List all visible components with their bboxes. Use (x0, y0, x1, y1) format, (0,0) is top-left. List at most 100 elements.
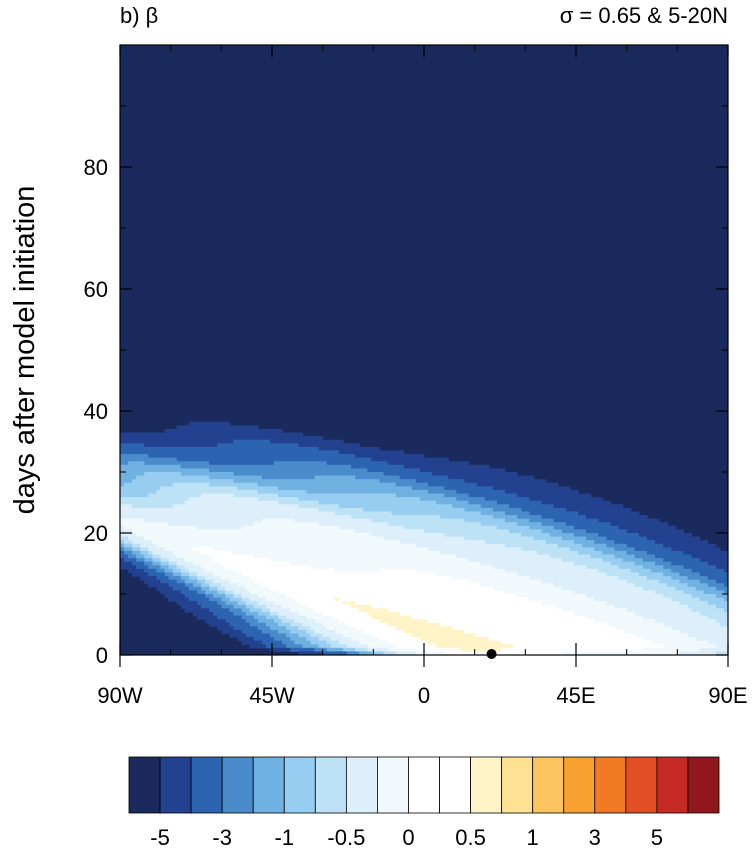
contour-band-cell (610, 561, 636, 566)
contour-band-cell (120, 511, 336, 516)
contour-band-cell (213, 547, 429, 552)
contour-band-cell (197, 579, 206, 584)
contour-band-cell (468, 493, 518, 498)
contour-band-cell (715, 594, 728, 599)
contour-band-cell (233, 611, 247, 617)
contour-band-cell (715, 619, 728, 624)
contour-band-cell (176, 425, 259, 430)
contour-band-cell (269, 626, 287, 631)
contour-band-cell (505, 511, 530, 516)
contour-band-cell (221, 629, 243, 635)
contour-band-cell (578, 511, 640, 516)
colorbar-label: -5 (150, 825, 170, 850)
contour-band-cell (363, 629, 405, 635)
contour-band-cell (233, 439, 271, 444)
contour-band-cell (444, 493, 470, 498)
contour-band-cell (326, 647, 344, 653)
colorbar-swatch (221, 756, 254, 814)
contour-band-cell (209, 554, 255, 559)
contour-band-cell (282, 619, 295, 624)
contour-band-cell (683, 550, 728, 556)
contour-band-cell (120, 554, 129, 559)
contour-band-cell (124, 540, 133, 545)
contour-band-cell (671, 576, 689, 581)
contour-band-cell (610, 522, 668, 527)
contour-band-cell (594, 597, 672, 602)
contour-band-cell (278, 590, 506, 595)
contour-band-cell (132, 540, 154, 545)
contour-band-cell (517, 594, 587, 599)
contour-band-cell (314, 608, 360, 613)
contour-band-cell (618, 525, 676, 531)
contour-band-cell (371, 533, 445, 538)
contour-band-cell (419, 497, 458, 502)
contour-band-cell (120, 461, 129, 466)
x-tick-label: 90E (708, 683, 747, 708)
contour-band-cell (144, 579, 162, 584)
contour-band-cell (594, 547, 616, 552)
contour-band-cell (626, 608, 693, 613)
contour-band-cell (282, 604, 308, 609)
contour-band-cell (606, 601, 680, 606)
contour-band-cell (192, 611, 214, 617)
contour-band-cell (298, 443, 360, 448)
contour-band-cell (233, 550, 441, 556)
contour-band-cell (419, 637, 490, 642)
contour-band-cell (359, 651, 372, 655)
contour-band-cell (233, 479, 381, 484)
contour-band-cell (160, 590, 182, 595)
contour-band-cell (326, 640, 340, 645)
contour-band-cell (168, 561, 178, 566)
contour-band-cell (265, 597, 295, 602)
colorbar-swatch (252, 756, 285, 814)
contour-band-cell (229, 579, 255, 584)
contour-band-cell (699, 597, 725, 602)
title-left: b) β (120, 3, 158, 28)
contour-band-cell (120, 540, 125, 545)
colorbar (128, 756, 720, 814)
contour-band-cell (136, 475, 210, 480)
contour-band-cell (626, 529, 685, 534)
contour-band-cell (338, 525, 405, 531)
contour-band-cell (120, 518, 145, 523)
contour-band-cell (120, 500, 186, 505)
contour-band-cell (148, 547, 166, 552)
contour-band-cell (456, 554, 551, 559)
contour-band-cell (715, 604, 728, 609)
contour-band-cell (269, 439, 344, 444)
contour-band-cell (346, 622, 389, 627)
contour-band-cell (707, 601, 728, 606)
contour-band-cell (176, 561, 194, 566)
contour-band-cell (707, 640, 728, 645)
contour-band-cell (334, 511, 393, 516)
contour-band-cell (205, 619, 226, 624)
contour-band-cell (614, 604, 689, 609)
contour-band-cell (306, 604, 352, 609)
contour-band-cell (261, 475, 316, 480)
contour-band-cell (269, 647, 291, 653)
contour-band-cell (371, 651, 385, 655)
contour-band-cell (428, 482, 478, 487)
contour-band-cell (233, 493, 279, 498)
contour-band-cell (415, 479, 466, 484)
contour-band-cell (553, 504, 624, 509)
contour-band-cell (322, 651, 348, 655)
colorbar-swatch (563, 756, 596, 814)
contour-band-cell (586, 515, 648, 520)
contour-band-cell (314, 475, 356, 480)
contour-band-cell (132, 550, 141, 556)
contour-band-cell (286, 594, 518, 599)
contour-band-cell (213, 558, 271, 563)
contour-band-cell (642, 637, 697, 642)
contour-band-cell (241, 572, 437, 577)
contour-band-cell (699, 611, 728, 617)
contour-band-cell (120, 525, 125, 531)
contour-band-cell (428, 489, 458, 495)
contour-band-cell (671, 568, 693, 574)
contour-band-cell (197, 615, 218, 620)
contour-band-cell (411, 486, 445, 491)
contour-band-cell (379, 619, 429, 624)
contour-band-cell (197, 572, 214, 577)
contour-band-cell (120, 533, 137, 538)
contour-band-cell (164, 428, 283, 434)
